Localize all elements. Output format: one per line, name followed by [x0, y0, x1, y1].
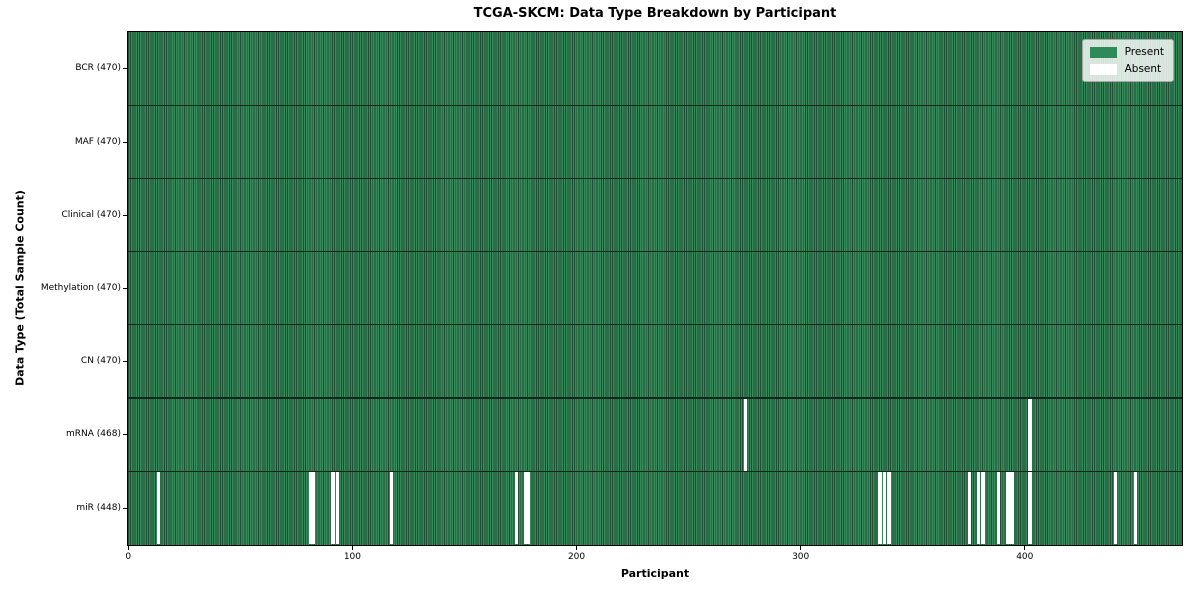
- absent-stripe-miR: [156, 471, 160, 545]
- absent-stripe-miR: [1010, 471, 1014, 545]
- absent-stripe-miR: [878, 471, 882, 545]
- absent-stripe-mRNA: [743, 398, 748, 471]
- absent-stripe-miR: [997, 471, 1001, 545]
- y-tick-mark: [123, 68, 127, 70]
- absent-stripe-miR: [1006, 471, 1010, 545]
- absent-stripe-miR: [1113, 471, 1117, 545]
- y-tick-mark: [123, 214, 127, 216]
- absent-stripe-mRNA: [1028, 398, 1032, 471]
- absent-stripe-miR: [515, 471, 519, 545]
- plot-area: Present Absent: [127, 31, 1183, 546]
- y-tick-mark: [123, 434, 127, 436]
- absent-stripe-miR: [335, 471, 340, 545]
- x-tick-mark: [127, 546, 129, 550]
- absent-stripe-miR: [967, 471, 972, 545]
- x-tick-label: 200: [567, 552, 586, 562]
- y-tick-label-mRNA: mRNA (468): [66, 429, 121, 440]
- y-tick-label-Methylation: Methylation (470): [40, 283, 121, 293]
- row-separator: [128, 397, 1182, 399]
- x-tick-label: 0: [125, 552, 132, 562]
- absent-stripe-miR: [887, 471, 891, 545]
- x-tick-mark: [1024, 546, 1026, 550]
- y-tick-mark: [123, 361, 127, 363]
- y-tick-label-BCR: BCR (470): [75, 63, 121, 74]
- y-tick-label-CN: CN (470): [80, 356, 121, 367]
- row-separator: [128, 324, 1182, 326]
- present-swatch-icon: [1089, 46, 1117, 58]
- y-axis-tick-labels: BCR (470) MAF (470) Clinical (470) Methylat…: [0, 0, 121, 600]
- x-axis-label: Participant: [620, 567, 690, 580]
- absent-stripe-miR: [981, 471, 985, 545]
- legend-label-absent: Absent: [1124, 63, 1162, 75]
- x-tick-label: 400: [1016, 552, 1034, 562]
- row-separator: [128, 470, 1182, 472]
- y-tick-mark: [123, 507, 127, 509]
- y-tick-mark: [123, 288, 127, 290]
- absent-stripe-miR: [389, 471, 393, 545]
- row-separator: [128, 251, 1182, 253]
- absent-swatch-icon: [1089, 63, 1117, 75]
- absent-stripe-miR: [882, 471, 887, 545]
- y-tick-label-MAF: MAF (470): [74, 136, 121, 147]
- x-tick-mark: [800, 546, 802, 550]
- absent-stripe-miR: [1008, 471, 1012, 545]
- y-tick-label-Clinical: Clinical (470): [61, 209, 121, 220]
- absent-stripe-miR: [311, 471, 315, 545]
- absent-stripe-miR: [526, 471, 530, 545]
- absent-stripe-miR: [1028, 471, 1032, 545]
- y-tick-label-miR: miR (448): [76, 502, 121, 513]
- chart-title: TCGA-SKCM: Data Type Breakdown by Partic…: [473, 6, 837, 21]
- row-separator: [128, 177, 1182, 179]
- legend-item-absent: Absent: [1089, 63, 1164, 75]
- x-tick-mark: [576, 546, 578, 550]
- absent-stripe-miR: [524, 471, 528, 545]
- absent-stripe-miR: [331, 471, 335, 545]
- legend-item-present: Present: [1089, 46, 1164, 58]
- legend-label-present: Present: [1124, 46, 1164, 58]
- x-tick-label: 100: [343, 552, 362, 562]
- row-separator: [128, 104, 1182, 106]
- absent-stripe-miR: [309, 471, 313, 545]
- legend: Present Absent: [1081, 39, 1174, 82]
- x-tick-label: 300: [792, 552, 810, 562]
- y-tick-mark: [123, 141, 127, 143]
- x-tick-mark: [351, 546, 354, 550]
- absent-stripe-miR: [976, 471, 981, 545]
- absent-stripe-miR: [1133, 471, 1138, 545]
